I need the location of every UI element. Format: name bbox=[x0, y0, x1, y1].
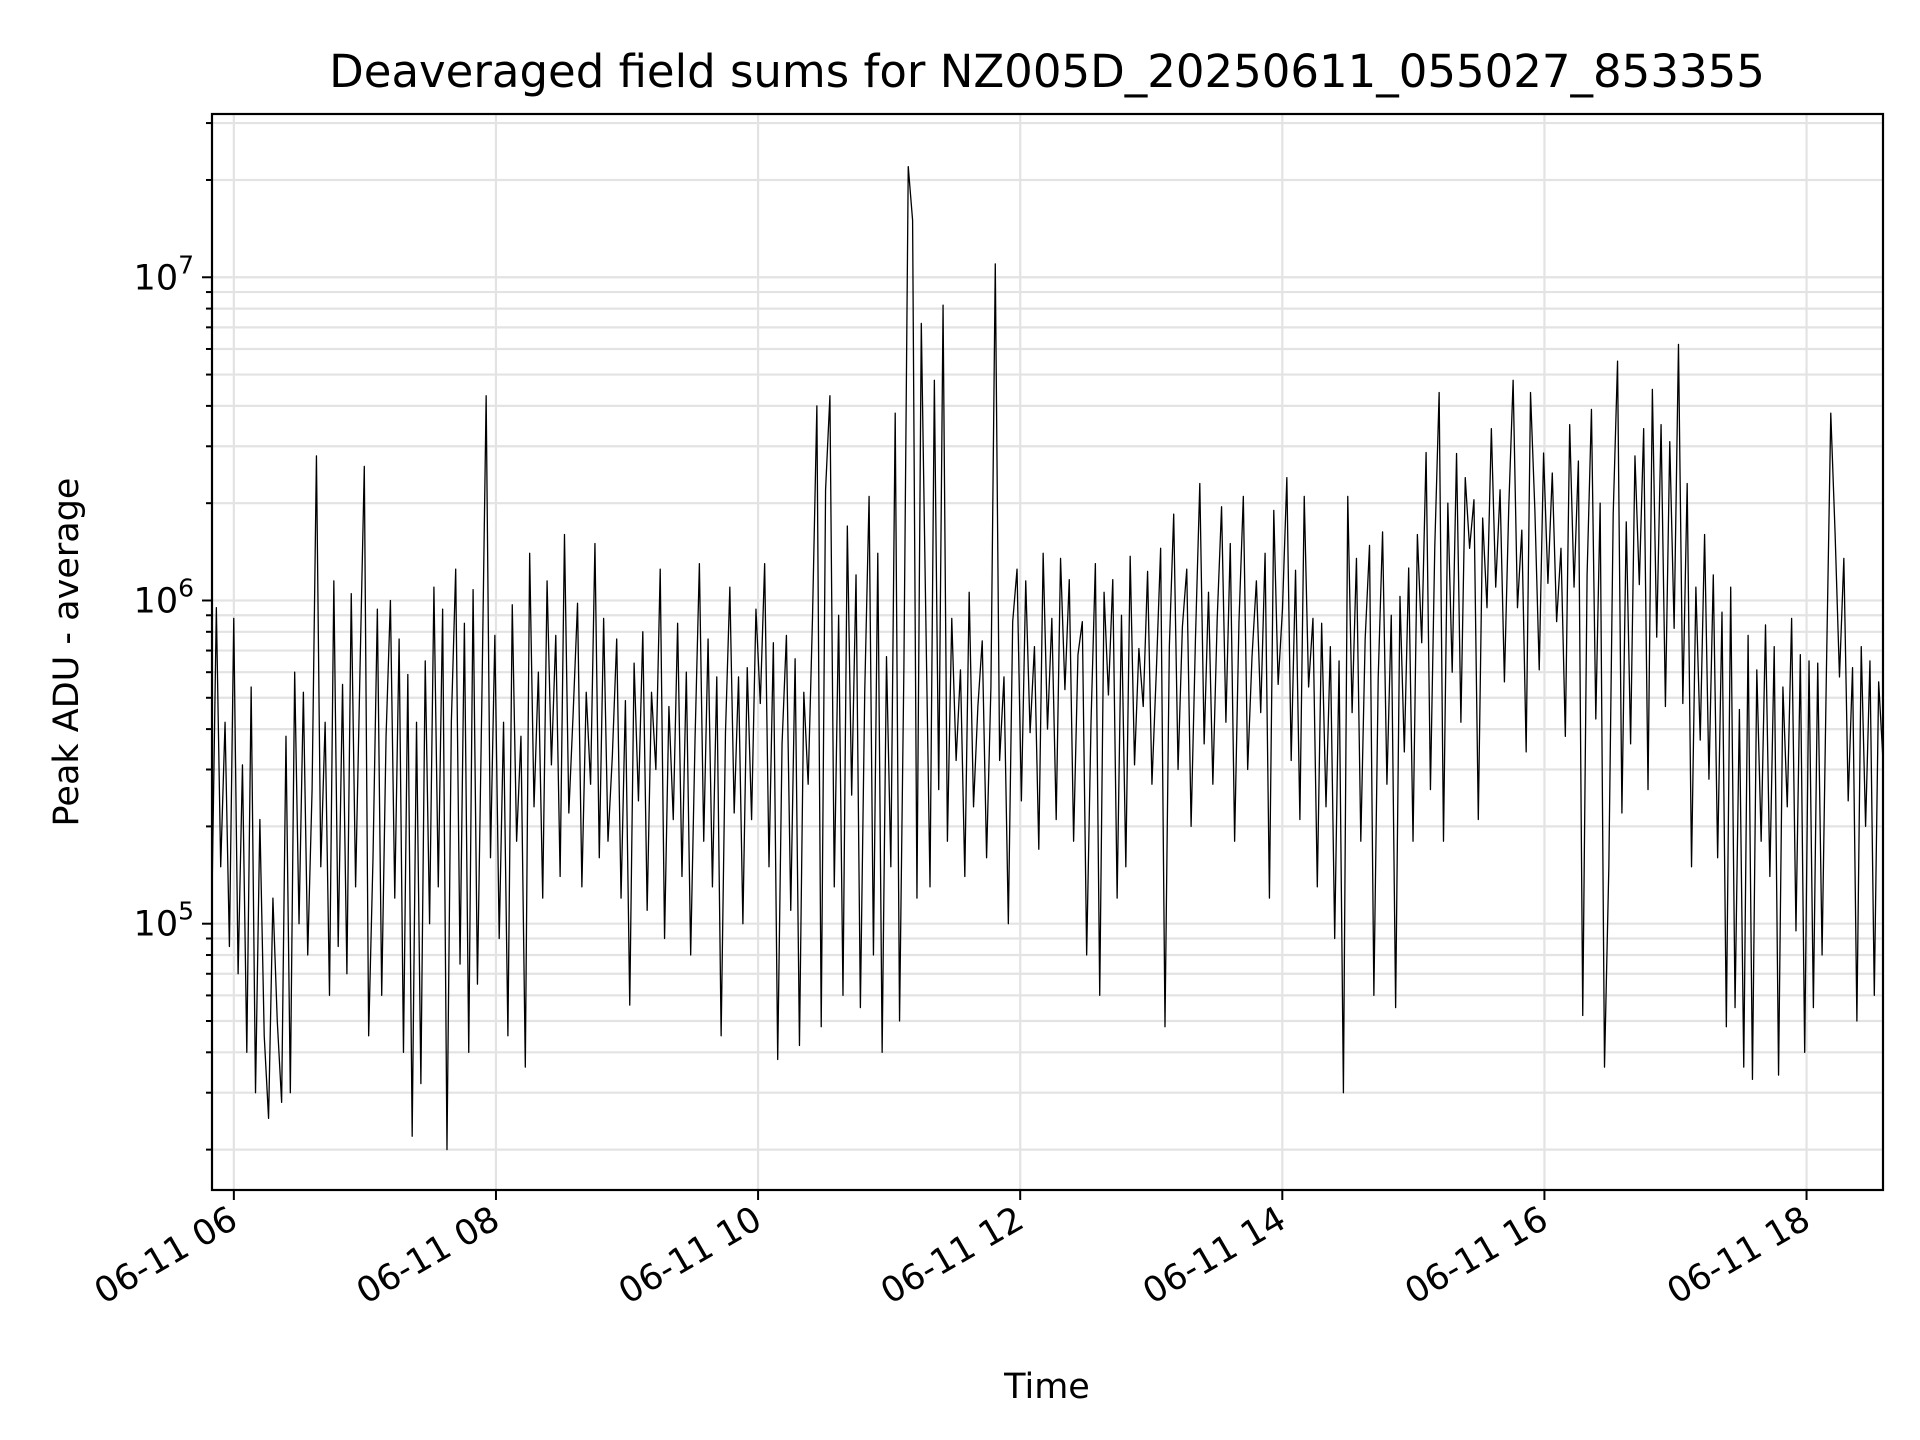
x-tick-label: 06-11 06 bbox=[88, 1199, 244, 1312]
y-axis: 105 106 107 bbox=[134, 122, 212, 1151]
y-axis-label: Peak ADU - average bbox=[47, 478, 87, 827]
x-tick-label: 06-11 14 bbox=[1137, 1199, 1293, 1312]
y-tick-label: 107 bbox=[134, 250, 194, 298]
y-tick-label: 106 bbox=[134, 573, 194, 621]
series-line bbox=[211, 165, 1884, 1151]
x-tick-label: 06-11 18 bbox=[1661, 1199, 1817, 1312]
chart-title: Deaveraged field sums for NZ005D_2025061… bbox=[329, 45, 1765, 98]
plot-frame bbox=[210, 112, 1885, 1192]
x-tick-label: 06-11 10 bbox=[612, 1199, 768, 1312]
series-layer bbox=[211, 165, 1884, 1151]
x-axis-label: Time bbox=[1003, 1367, 1090, 1407]
x-tick-label: 06-11 16 bbox=[1399, 1199, 1555, 1312]
y-tick-label: 105 bbox=[134, 897, 194, 945]
x-tick-label: 06-11 08 bbox=[350, 1199, 506, 1312]
x-tick-label: 06-11 12 bbox=[874, 1199, 1030, 1312]
grid bbox=[212, 114, 1883, 1190]
x-axis: 06-11 06 06-11 08 06-11 10 06-11 12 06-11 14… bbox=[88, 1190, 1817, 1312]
